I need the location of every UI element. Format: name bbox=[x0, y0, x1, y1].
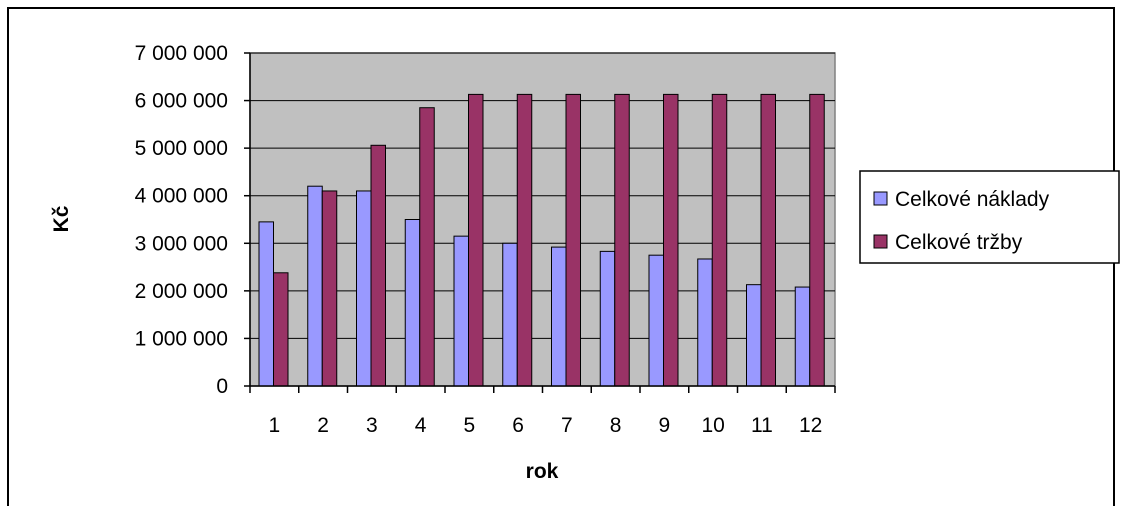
bar-naklady bbox=[697, 258, 713, 387]
legend-label-naklady: Celkové náklady bbox=[895, 188, 1050, 211]
legend-swatch-trzby bbox=[873, 234, 888, 249]
bar-trzby bbox=[614, 93, 630, 387]
bar-naklady bbox=[746, 284, 762, 387]
bar-trzby bbox=[809, 93, 825, 387]
x-tick-label: 2 bbox=[317, 414, 329, 437]
bar-naklady bbox=[551, 246, 567, 387]
x-tick-label: 9 bbox=[659, 414, 671, 437]
bar-naklady bbox=[356, 190, 372, 387]
x-tick-label: 12 bbox=[799, 414, 822, 437]
bar-naklady bbox=[307, 185, 323, 387]
bar-naklady bbox=[648, 254, 664, 387]
bar-trzby bbox=[711, 93, 728, 387]
y-tick-label: 7 000 000 bbox=[135, 42, 228, 65]
bar-naklady bbox=[453, 235, 469, 387]
x-tick-label: 8 bbox=[610, 414, 622, 437]
bar-trzby bbox=[321, 190, 338, 387]
gridlines bbox=[250, 52, 835, 339]
y-tick-label: 0 bbox=[216, 375, 228, 398]
y-axis-title: Kč bbox=[50, 205, 73, 232]
bar-trzby bbox=[419, 107, 435, 387]
y-tick-label: 2 000 000 bbox=[135, 280, 228, 303]
bar-naklady bbox=[794, 286, 811, 387]
bar-trzby bbox=[273, 272, 289, 387]
legend-box bbox=[859, 170, 1120, 264]
bar-trzby bbox=[516, 93, 533, 387]
x-tick-label: 1 bbox=[269, 414, 281, 437]
y-tick-label: 1 000 000 bbox=[135, 327, 228, 350]
legend: Celkové náklady Celkové tržby bbox=[859, 170, 1120, 264]
x-axis-ticks: 1 2 3 4 5 6 7 8 9 10 11 12 bbox=[249, 386, 836, 437]
bar-trzby bbox=[663, 93, 679, 387]
y-tick-label: 4 000 000 bbox=[135, 185, 228, 208]
bar-naklady bbox=[502, 242, 518, 387]
bar-trzby bbox=[760, 93, 776, 387]
bar-trzby bbox=[468, 93, 484, 387]
y-tick-label: 6 000 000 bbox=[135, 90, 228, 113]
bar-naklady bbox=[404, 219, 421, 387]
x-tick-label: 7 bbox=[561, 414, 573, 437]
x-tick-label: 11 bbox=[751, 414, 773, 437]
bars bbox=[258, 93, 825, 387]
y-tick-label: 3 000 000 bbox=[135, 232, 228, 255]
legend-swatch-naklady bbox=[873, 191, 888, 206]
bar-trzby bbox=[565, 93, 581, 387]
x-tick-label: 6 bbox=[512, 414, 524, 437]
bar-naklady bbox=[258, 221, 274, 387]
legend-label-trzby: Celkové tržby bbox=[895, 231, 1023, 254]
x-tick-label: 3 bbox=[366, 414, 378, 437]
x-axis-title: rok bbox=[526, 460, 559, 483]
x-tick-label: 4 bbox=[415, 414, 427, 437]
y-axis-ticks: 0 1 000 000 2 000 000 3 000 000 4 000 000 5 0… bbox=[135, 42, 250, 398]
x-tick-label: 5 bbox=[464, 414, 476, 437]
y-tick-label: 5 000 000 bbox=[135, 137, 228, 160]
bar-naklady bbox=[599, 250, 616, 387]
bar-trzby bbox=[370, 144, 386, 387]
x-tick-label: 10 bbox=[701, 414, 724, 437]
